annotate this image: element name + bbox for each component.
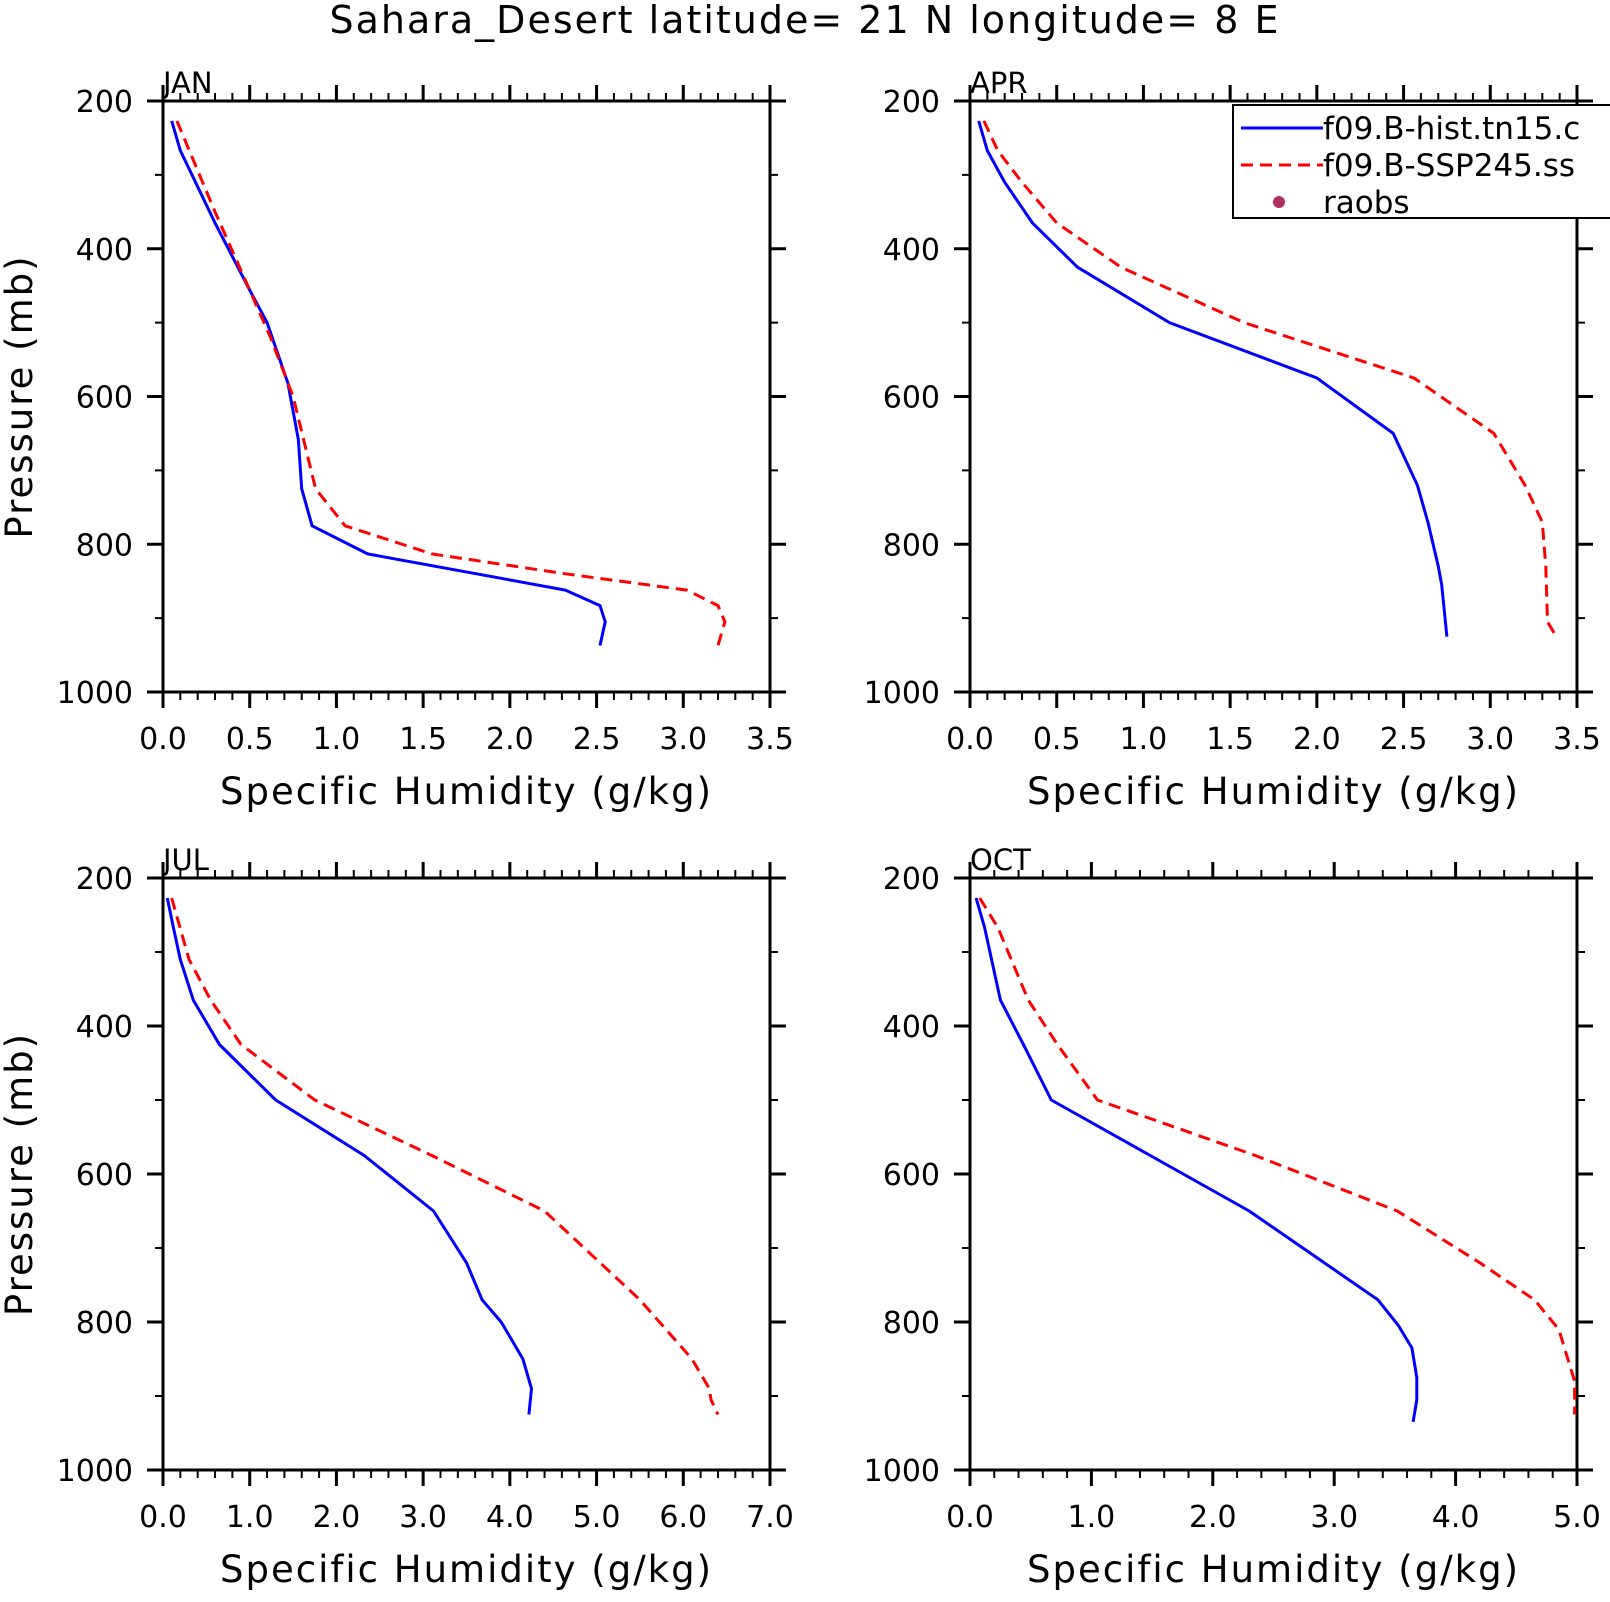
panel-label: APR [970, 66, 1027, 100]
y-tick-label: 1000 [864, 1454, 940, 1489]
series-line-ssp245 [982, 120, 1558, 638]
x-tick-label: 7.0 [746, 1500, 794, 1535]
x-tick-label: 0.0 [946, 722, 994, 757]
x-axis-label: Specific Humidity (g/kg) [220, 1548, 713, 1591]
x-tick-label: 5.0 [573, 1500, 621, 1535]
panel-label: JUL [161, 843, 209, 877]
x-tick-label: 5.0 [1553, 1500, 1601, 1535]
y-tick-label: 400 [76, 1010, 133, 1045]
series-line-ssp245 [170, 897, 720, 1416]
x-axis-label: Specific Humidity (g/kg) [1027, 1548, 1520, 1591]
series-line-hist [170, 120, 607, 646]
y-tick-label: 1000 [57, 676, 133, 711]
x-axis-label: Specific Humidity (g/kg) [1027, 770, 1520, 813]
y-tick-label: 200 [76, 862, 133, 897]
x-tick-label: 2.0 [1293, 722, 1341, 757]
y-tick-label: 200 [883, 862, 940, 897]
y-tick-label: 600 [883, 381, 940, 416]
series-line-hist [165, 897, 533, 1415]
y-axis-label: Pressure (mb) [0, 254, 41, 538]
panel-jul: 0.0 1.0 2.0 3.0 4.0 5.0 6.0 7.0 200 400 600 800 1000… [0, 843, 794, 1591]
y-tick-label: 600 [76, 1158, 133, 1193]
y-tick-label: 400 [76, 233, 133, 268]
x-tick-label: 1.0 [1068, 1500, 1116, 1535]
x-tick-label: 1.0 [313, 722, 361, 757]
figure-title: Sahara_Desert latitude= 21 N longitude= … [329, 0, 1281, 42]
x-tick-label: 1.0 [226, 1500, 274, 1535]
x-tick-label: 3.5 [1553, 722, 1601, 757]
x-tick-label: 3.0 [399, 1500, 447, 1535]
y-tick-label: 800 [883, 528, 940, 563]
series-line-hist [977, 120, 1449, 637]
x-tick-label: 0.0 [139, 1500, 187, 1535]
x-tick-label: 2.5 [1380, 722, 1428, 757]
panel-label: OCT [970, 843, 1031, 877]
y-tick-label: 800 [76, 1306, 133, 1341]
plot-frame [968, 876, 1579, 1472]
x-tick-label: 6.0 [659, 1500, 707, 1535]
y-axis-label: Pressure (mb) [0, 1032, 41, 1316]
y-tick-label: 400 [883, 233, 940, 268]
series-line-ssp245 [175, 120, 727, 646]
panel-apr: 0.0 0.5 1.0 1.5 2.0 2.5 3.0 3.5 200 400 600 800 1000… [864, 66, 1601, 813]
x-tick-label: 2.5 [573, 722, 621, 757]
y-tick-label: 800 [76, 528, 133, 563]
x-tick-label: 0.0 [139, 722, 187, 757]
series-line-hist [974, 897, 1419, 1423]
x-tick-label: 1.5 [1206, 722, 1254, 757]
x-tick-label: 2.0 [313, 1500, 361, 1535]
panel-jan: 0.0 0.5 1.0 1.5 2.0 2.5 3.0 3.5 200 400 600 800 1000… [0, 66, 794, 813]
x-tick-label: 1.5 [399, 722, 447, 757]
legend-entry-label: f09.B-hist.tn15.c [1323, 111, 1580, 147]
legend-entry-label: raobs [1323, 185, 1410, 221]
x-tick-label: 3.5 [746, 722, 794, 757]
y-tick-label: 800 [883, 1306, 940, 1341]
x-tick-label: 3.0 [1466, 722, 1514, 757]
panel-label: JAN [161, 66, 213, 100]
legend-entry-label: f09.B-SSP245.ss [1323, 148, 1575, 184]
y-tick-label: 1000 [57, 1454, 133, 1489]
legend-box [1232, 104, 1610, 219]
x-tick-label: 3.0 [1310, 1500, 1358, 1535]
x-tick-label: 2.0 [1189, 1500, 1237, 1535]
x-tick-label: 2.0 [486, 722, 534, 757]
x-tick-label: 0.0 [946, 1500, 994, 1535]
panel-oct: 0.0 1.0 2.0 3.0 4.0 5.0 200 400 600 800 1000 OCT Spe… [864, 843, 1601, 1591]
series-line-ssp245 [978, 897, 1577, 1415]
x-tick-label: 4.0 [486, 1500, 534, 1535]
x-tick-label: 0.5 [1033, 722, 1081, 757]
plot-frame [161, 99, 772, 694]
x-tick-label: 3.0 [659, 722, 707, 757]
x-axis-label: Specific Humidity (g/kg) [220, 770, 713, 813]
y-tick-label: 600 [76, 381, 133, 416]
x-tick-label: 0.5 [226, 722, 274, 757]
legend-marker-raobs [1273, 196, 1285, 208]
y-tick-label: 1000 [864, 676, 940, 711]
x-tick-label: 1.0 [1120, 722, 1168, 757]
y-tick-label: 400 [883, 1010, 940, 1045]
y-tick-label: 600 [883, 1158, 940, 1193]
x-tick-label: 4.0 [1432, 1500, 1480, 1535]
y-tick-label: 200 [76, 85, 133, 120]
y-tick-label: 200 [883, 85, 940, 120]
